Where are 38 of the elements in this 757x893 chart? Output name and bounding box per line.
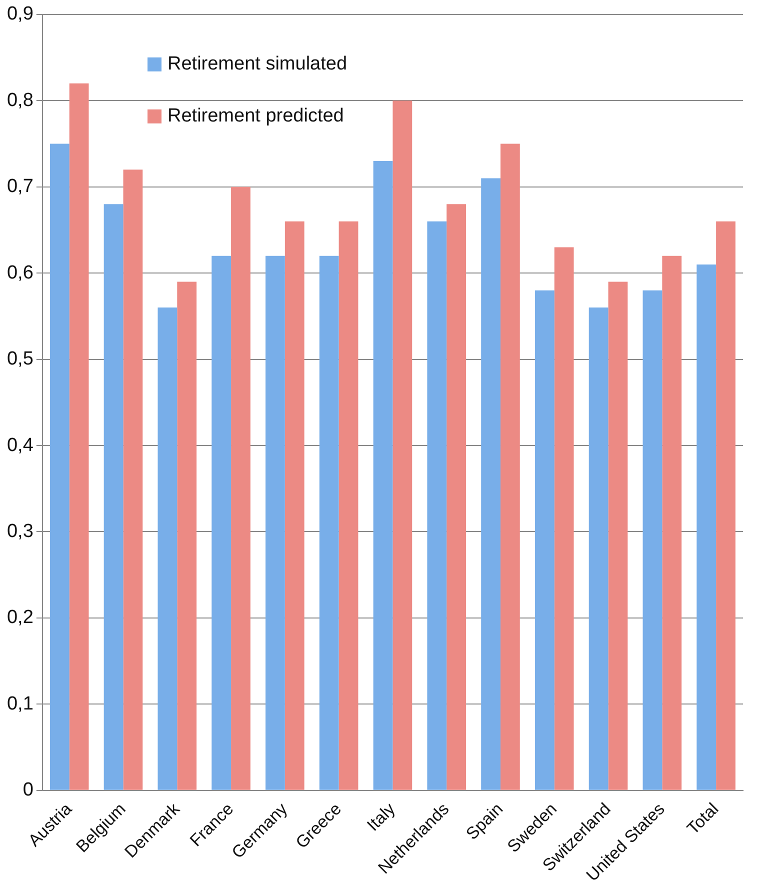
bar bbox=[446, 204, 466, 790]
y-tick-label: 0,7 bbox=[6, 176, 34, 198]
y-tick-label: 0,8 bbox=[6, 90, 34, 111]
bar bbox=[104, 204, 124, 790]
bar bbox=[69, 83, 89, 790]
y-tick-label: 0,1 bbox=[6, 693, 34, 714]
bar bbox=[123, 170, 143, 790]
bar bbox=[392, 100, 412, 790]
bar bbox=[338, 221, 358, 790]
y-tick-label: 0,3 bbox=[6, 520, 34, 542]
bar bbox=[608, 282, 628, 790]
bar bbox=[662, 256, 682, 790]
legend-label: Retirement simulated bbox=[168, 54, 348, 75]
bar bbox=[534, 290, 554, 790]
bar bbox=[212, 256, 232, 790]
bar bbox=[481, 178, 500, 790]
bar bbox=[642, 290, 662, 790]
bar bbox=[500, 144, 520, 790]
bar bbox=[231, 186, 250, 790]
legend-label: Retirement predicted bbox=[168, 106, 344, 127]
bar bbox=[266, 256, 285, 790]
bar bbox=[177, 282, 197, 790]
y-tick-label: 0,9 bbox=[6, 4, 34, 25]
y-tick-label: 0,5 bbox=[6, 348, 34, 370]
bar bbox=[696, 264, 716, 790]
y-tick-label: 0 bbox=[22, 780, 34, 801]
bar bbox=[158, 308, 178, 790]
bar bbox=[427, 221, 447, 790]
y-tick-label: 0,4 bbox=[6, 434, 34, 456]
bar bbox=[284, 221, 304, 790]
bar bbox=[373, 160, 393, 790]
bar bbox=[50, 144, 70, 790]
bar bbox=[319, 256, 339, 790]
bar bbox=[554, 247, 574, 790]
y-tick-label: 0,2 bbox=[6, 607, 34, 628]
bar bbox=[588, 308, 608, 790]
bar bbox=[716, 221, 736, 790]
y-tick-label: 0,6 bbox=[6, 262, 34, 284]
